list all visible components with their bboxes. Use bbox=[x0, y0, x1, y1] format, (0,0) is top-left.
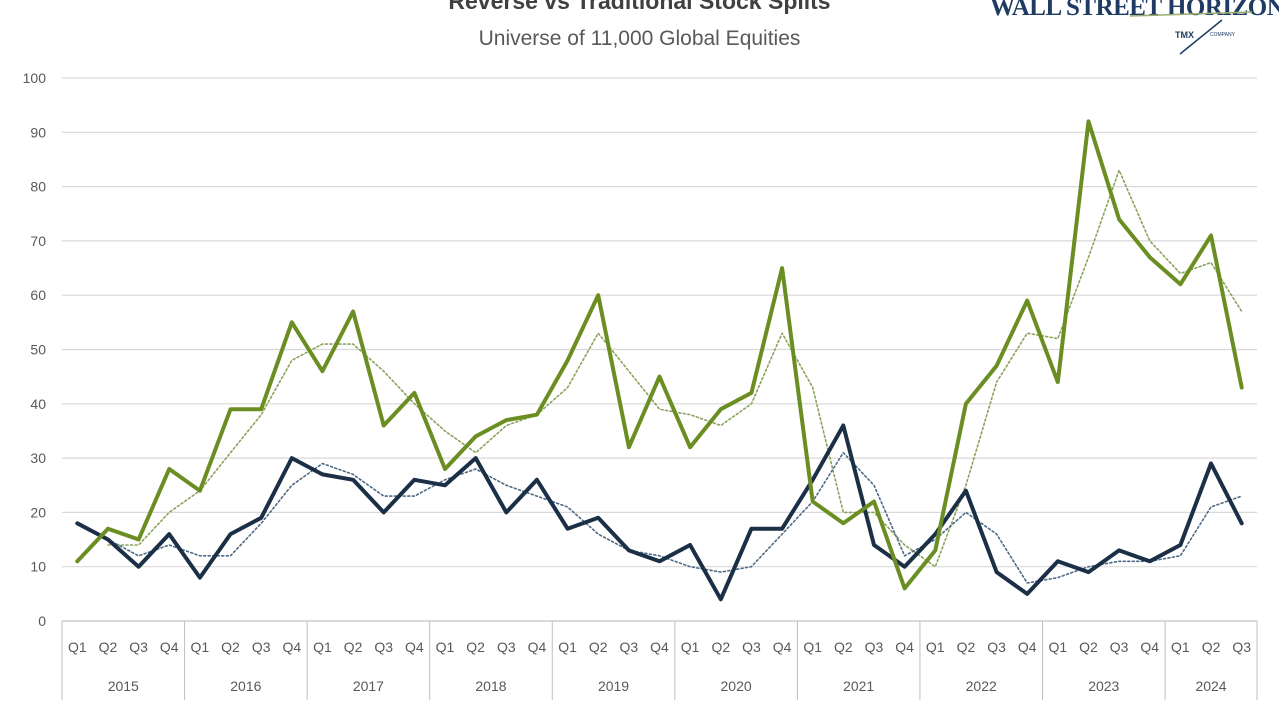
x-tick-label: Q1 bbox=[558, 639, 577, 655]
y-tick-label: 0 bbox=[38, 613, 46, 629]
x-tick-label: Q3 bbox=[374, 639, 393, 655]
x-tick-label: Q3 bbox=[987, 639, 1006, 655]
y-tick-label: 60 bbox=[30, 287, 46, 303]
y-tick-label: 70 bbox=[30, 233, 46, 249]
x-tick-label: Q3 bbox=[252, 639, 271, 655]
x-tick-label: Q1 bbox=[313, 639, 332, 655]
x-tick-label: Q4 bbox=[895, 639, 914, 655]
x-tick-label: Q3 bbox=[620, 639, 639, 655]
x-year-label: 2023 bbox=[1088, 678, 1119, 694]
logo-sub: TMX bbox=[1175, 30, 1194, 40]
y-tick-label: 10 bbox=[30, 559, 46, 575]
x-tick-label: Q1 bbox=[681, 639, 700, 655]
logo-wordmark: WALL STREET HORIZON bbox=[990, 0, 1279, 21]
x-tick-label: Q2 bbox=[99, 639, 118, 655]
y-tick-label: 30 bbox=[30, 450, 46, 466]
x-tick-label: Q4 bbox=[160, 639, 179, 655]
x-tick-label: Q4 bbox=[650, 639, 669, 655]
x-tick-label: Q3 bbox=[497, 639, 516, 655]
y-tick-label: 80 bbox=[30, 179, 46, 195]
x-tick-label: Q4 bbox=[282, 639, 301, 655]
brand-logo: WALL STREET HORIZON TMX COMPANY bbox=[990, 0, 1279, 58]
series-line-3 bbox=[107, 451, 1243, 584]
x-tick-label: Q1 bbox=[926, 639, 945, 655]
x-tick-label: Q3 bbox=[742, 639, 761, 655]
x-year-label: 2022 bbox=[966, 678, 997, 694]
x-year-label: 2020 bbox=[721, 678, 752, 694]
x-year-label: 2015 bbox=[108, 678, 139, 694]
x-axis: Q1 Q2 Q3 Q4 Q1 Q2 Q3 Q4 Q1 Q2 Q3 Q4 Q1 Q2 Q3 Q4 Q1 Q2 Q3 Q4… bbox=[61, 620, 1258, 700]
x-tick-label: Q1 bbox=[1048, 639, 1067, 655]
x-tick-label: Q3 bbox=[1110, 639, 1129, 655]
x-tick-label: Q1 bbox=[191, 639, 210, 655]
x-tick-label: Q2 bbox=[221, 639, 240, 655]
x-tick-label: Q1 bbox=[436, 639, 455, 655]
series-lines bbox=[75, 119, 1244, 602]
x-tick-label: Q2 bbox=[466, 639, 485, 655]
x-year-label: 2016 bbox=[230, 678, 261, 694]
y-tick-label: 90 bbox=[30, 124, 46, 140]
x-year-label: 2019 bbox=[598, 678, 629, 694]
x-year-label: 2024 bbox=[1195, 678, 1226, 694]
y-tick-label: 40 bbox=[30, 396, 46, 412]
x-tick-label: Q1 bbox=[68, 639, 87, 655]
x-tick-label: Q2 bbox=[957, 639, 976, 655]
gridlines bbox=[62, 77, 1257, 622]
logo-swoosh-icon bbox=[1129, 11, 1253, 55]
x-tick-label: Q4 bbox=[1140, 639, 1159, 655]
y-tick-label: 100 bbox=[23, 70, 47, 86]
x-tick-label: Q2 bbox=[1202, 639, 1221, 655]
series-line-1 bbox=[75, 423, 1244, 602]
x-tick-label: Q2 bbox=[711, 639, 730, 655]
series-line-2 bbox=[107, 169, 1243, 568]
x-tick-label: Q4 bbox=[773, 639, 792, 655]
chart-title: Reverse vs Traditional Stock Splits bbox=[448, 0, 831, 14]
x-tick-label: Q2 bbox=[834, 639, 853, 655]
x-tick-label: Q1 bbox=[1171, 639, 1190, 655]
x-tick-label: Q1 bbox=[803, 639, 822, 655]
y-tick-label: 20 bbox=[30, 504, 46, 520]
y-tick-label: 50 bbox=[30, 342, 46, 358]
series-line-0 bbox=[75, 119, 1244, 591]
x-tick-label: Q2 bbox=[589, 639, 608, 655]
x-year-label: 2017 bbox=[353, 678, 384, 694]
y-axis-ticks: 0 10 20 30 40 50 60 70 80 90 100 bbox=[23, 70, 47, 629]
x-year-label: 2021 bbox=[843, 678, 874, 694]
x-tick-label: Q4 bbox=[1018, 639, 1037, 655]
logo-company: COMPANY bbox=[1210, 32, 1235, 38]
x-tick-label: Q2 bbox=[344, 639, 363, 655]
x-tick-label: Q3 bbox=[129, 639, 148, 655]
x-tick-label: Q4 bbox=[528, 639, 547, 655]
x-tick-label: Q3 bbox=[865, 639, 884, 655]
x-tick-label: Q2 bbox=[1079, 639, 1098, 655]
chart-subtitle: Universe of 11,000 Global Equities bbox=[478, 27, 801, 50]
x-year-label: 2018 bbox=[475, 678, 506, 694]
x-tick-label: Q3 bbox=[1232, 639, 1251, 655]
x-tick-label: Q4 bbox=[405, 639, 424, 655]
